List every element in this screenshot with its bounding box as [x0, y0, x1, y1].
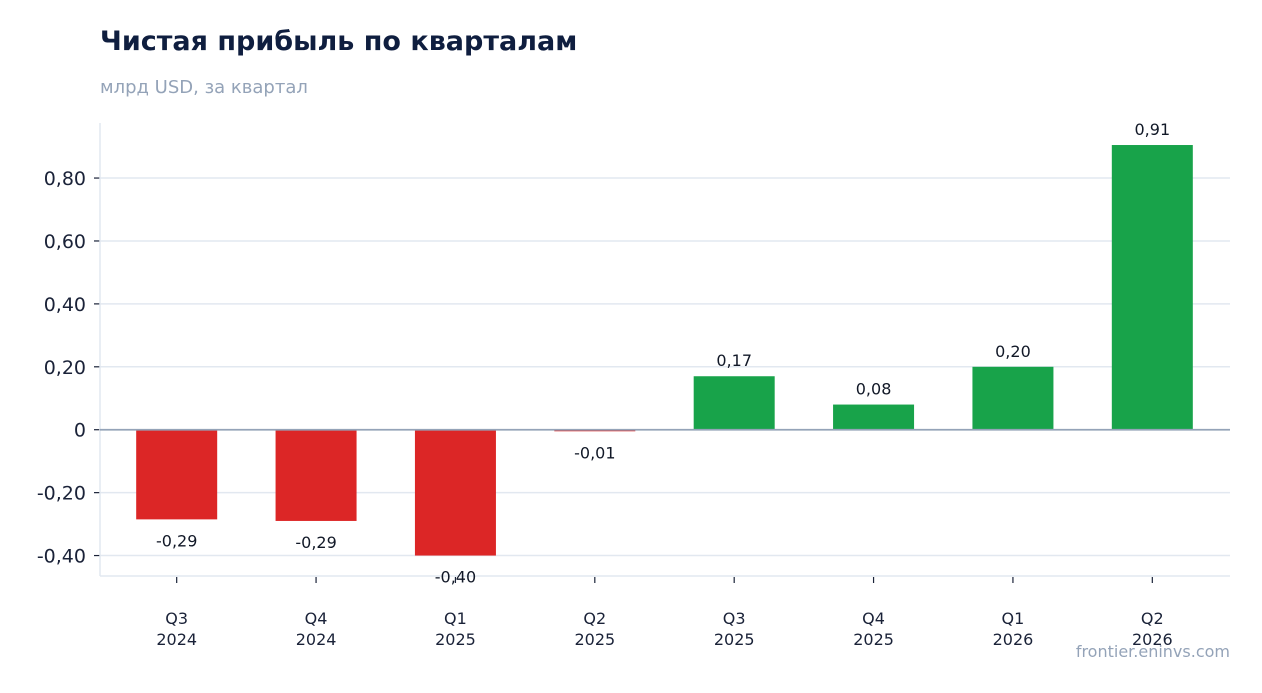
source-label[interactable]: frontier.eninvs.com: [1075, 642, 1230, 661]
data-label: -0,29: [295, 533, 336, 552]
bar: [833, 404, 915, 430]
data-label: 0,08: [856, 380, 892, 399]
x-tick-label-quarter: Q1: [1002, 609, 1025, 628]
data-label: 0,91: [1135, 120, 1171, 139]
y-tick-label: 0: [74, 420, 86, 442]
x-tick-label-quarter: Q3: [723, 609, 746, 628]
bar: [1111, 145, 1193, 430]
chart-title: Чистая прибыль по кварталам: [100, 26, 578, 57]
x-tick-label-year: 2025: [714, 630, 755, 649]
x-tick-label-quarter: Q1: [444, 609, 467, 628]
x-tick-label-year: 2026: [1132, 630, 1173, 649]
x-tick-label-quarter: Q4: [862, 609, 885, 628]
y-tick-label: -0,20: [37, 483, 86, 505]
bar: [275, 429, 357, 521]
y-tick-label: 0,40: [44, 294, 86, 316]
y-tick-label: -0,40: [37, 546, 86, 568]
bar: [136, 429, 218, 520]
x-tick-label-quarter: Q2: [1141, 609, 1164, 628]
x-tick-label-year: 2025: [853, 630, 894, 649]
x-tick-label-quarter: Q2: [583, 609, 606, 628]
y-tick-label: 0,80: [44, 168, 86, 190]
chart-subtitle: млрд USD, за квартал: [100, 77, 308, 98]
data-label: -0,29: [156, 531, 197, 550]
bar: [693, 376, 775, 430]
x-tick-label-year: 2024: [156, 630, 197, 649]
data-label: 0,20: [995, 342, 1031, 361]
x-tick-label-year: 2025: [574, 630, 615, 649]
x-tick-label-year: 2024: [296, 630, 337, 649]
data-label: 0,17: [716, 351, 752, 370]
x-tick-label-year: 2025: [435, 630, 476, 649]
y-tick-label: 0,60: [44, 231, 86, 253]
x-tick-label-quarter: Q3: [165, 609, 188, 628]
x-tick-label-year: 2026: [993, 630, 1034, 649]
data-label: -0,01: [574, 443, 615, 462]
bar: [972, 366, 1054, 430]
bar: [414, 429, 496, 556]
x-tick-label-quarter: Q4: [305, 609, 328, 628]
y-tick-label: 0,20: [44, 357, 86, 379]
